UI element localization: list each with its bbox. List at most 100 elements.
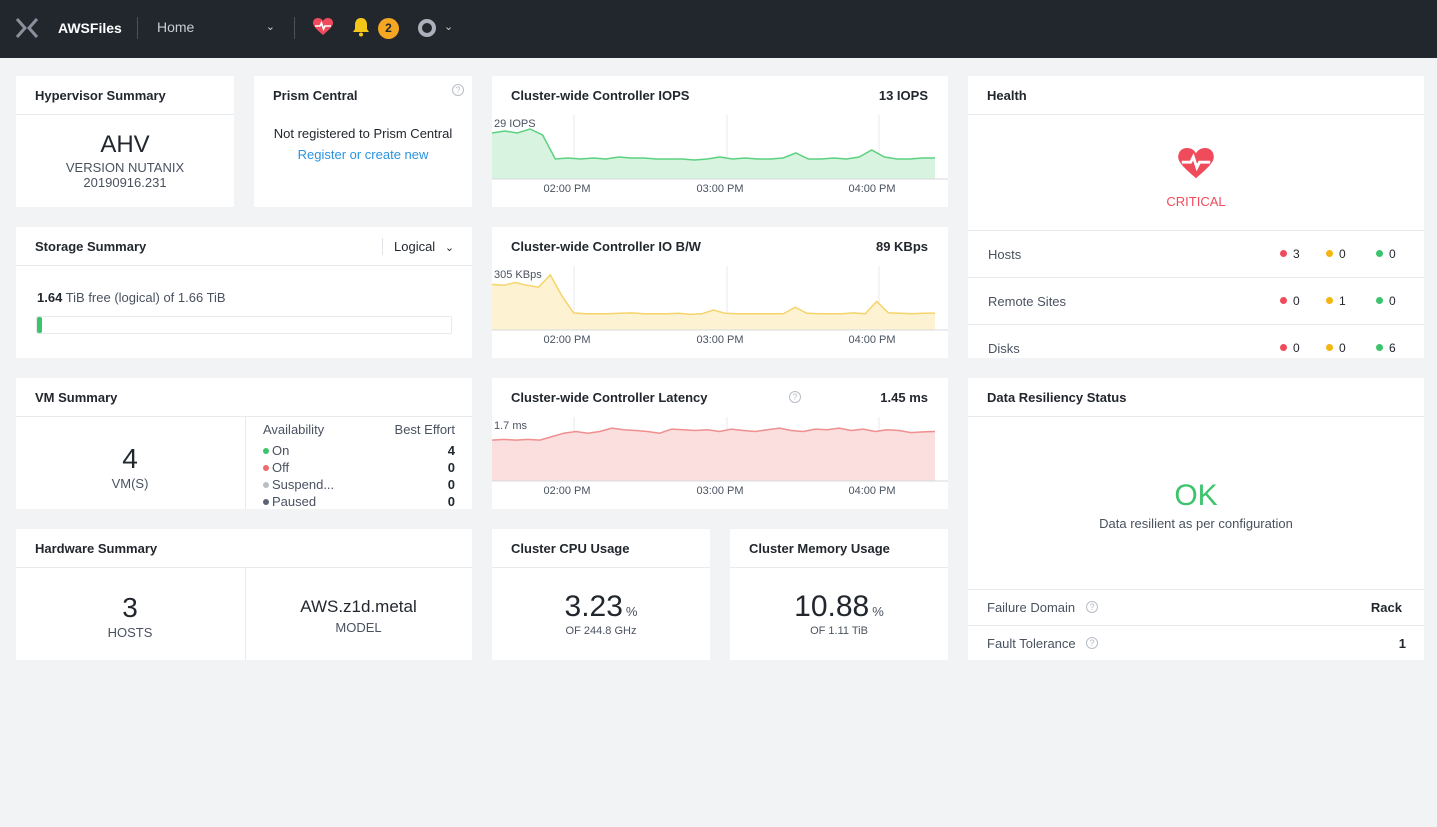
vm-state-row[interactable]: Paused 0 xyxy=(263,494,455,509)
widget-title: Health xyxy=(987,88,1027,103)
chevron-down-icon: ⌄ xyxy=(444,242,455,254)
cpu-value-block: 3.23% OF 244.8 GHz xyxy=(492,590,710,637)
cluster-name[interactable]: AWSFiles xyxy=(58,20,122,36)
register-link[interactable]: Register or create new xyxy=(297,147,429,162)
hypervisor-version: VERSION NUTANIX xyxy=(65,160,185,175)
health-count-red[interactable]: 0 xyxy=(1280,341,1300,355)
bandwidth-chart[interactable]: 305 KBps 02:00 PM 03:00 PM 04:00 PM xyxy=(492,266,948,358)
host-count: 3 xyxy=(122,592,138,623)
health-count-value: 0 xyxy=(1293,341,1300,355)
x-tick-label: 02:00 PM xyxy=(543,334,590,346)
health-heart-icon[interactable] xyxy=(313,18,333,36)
fault-tolerance-label: Fault Tolerance xyxy=(987,636,1076,651)
health-count-yellow[interactable]: 0 xyxy=(1326,247,1346,261)
series-area xyxy=(492,428,935,481)
health-row[interactable]: Hosts 3 0 0 xyxy=(968,230,1424,277)
alerts-bell-icon[interactable] xyxy=(352,17,370,37)
cluster-memory-widget: Cluster Memory Usage 10.88% OF 1.11 TiB xyxy=(730,529,948,660)
divider xyxy=(245,568,246,660)
vm-state-row[interactable]: Off 0 xyxy=(263,460,455,475)
storage-mode-select[interactable]: Logical ⌄ xyxy=(394,239,454,254)
memory-capacity: OF 1.11 TiB xyxy=(810,625,868,637)
x-tick-label: 02:00 PM xyxy=(543,485,590,497)
vm-state-row[interactable]: Suspend... 0 xyxy=(263,477,455,492)
health-count-red[interactable]: 3 xyxy=(1280,247,1300,261)
data-resiliency-widget: Data Resiliency Status OK Data resilient… xyxy=(968,378,1424,660)
main-menu-select[interactable]: Home ⌄ xyxy=(157,19,283,39)
widget-title: Cluster-wide Controller Latency xyxy=(511,390,708,405)
x-tick-label: 03:00 PM xyxy=(696,334,743,346)
help-icon[interactable]: ? xyxy=(789,391,801,403)
vm-state-row[interactable]: On 4 xyxy=(263,443,455,458)
prism-central-widget: Prism Central ? Not registered to Prism … xyxy=(254,76,472,207)
hypervisor-summary-widget: Hypervisor Summary AHV VERSION NUTANIX 2… xyxy=(16,76,234,207)
current-value: 1.45 ms xyxy=(880,390,928,405)
status-dot-icon xyxy=(1280,344,1287,351)
cluster-latency-widget: Cluster-wide Controller Latency ? 1.45 m… xyxy=(492,378,948,509)
alert-count-badge[interactable]: 2 xyxy=(378,18,399,39)
vm-state-label: Off xyxy=(272,460,290,475)
iops-chart[interactable]: 29 IOPS 02:00 PM 03:00 PM 04:00 PM xyxy=(492,115,948,207)
resiliency-status[interactable]: OK xyxy=(1174,479,1218,512)
health-heart-icon[interactable] xyxy=(1178,148,1214,180)
x-tick-label: 04:00 PM xyxy=(848,334,895,346)
widget-title: Cluster-wide Controller IOPS xyxy=(511,88,690,103)
vm-count-block[interactable]: 4 VM(S) xyxy=(16,444,244,492)
latency-chart[interactable]: 1.7 ms 02:00 PM 03:00 PM 04:00 PM xyxy=(492,417,948,509)
failure-domain-label: Failure Domain xyxy=(987,600,1076,615)
health-row[interactable]: Disks 0 0 6 xyxy=(968,324,1424,358)
model-block: AWS.z1d.metal MODEL xyxy=(245,597,472,635)
health-count-red[interactable]: 0 xyxy=(1280,294,1300,308)
health-row-label: Disks xyxy=(988,341,1020,356)
fault-tolerance-row: Fault Tolerance ? 1 xyxy=(968,625,1424,660)
status-dot-icon xyxy=(1280,297,1287,304)
status-dot-icon xyxy=(1376,250,1383,257)
widget-header: Storage Summary Logical ⌄ xyxy=(16,227,472,266)
health-status[interactable]: CRITICAL xyxy=(1166,194,1226,209)
help-icon[interactable]: ? xyxy=(1086,637,1098,649)
widget-header: Cluster Memory Usage xyxy=(730,529,948,568)
health-count-value: 0 xyxy=(1389,294,1396,308)
failure-domain-row: Failure Domain ? Rack xyxy=(968,589,1424,625)
vm-state-value: 0 xyxy=(447,494,455,509)
widget-header: Health xyxy=(968,76,1424,115)
help-icon[interactable]: ? xyxy=(1086,601,1098,613)
y-max-label: 305 KBps xyxy=(494,269,542,281)
current-value: 89 KBps xyxy=(875,239,928,254)
widget-header: Cluster-wide Controller IO B/W 89 KBps xyxy=(492,227,948,266)
fault-tolerance-value: 1 xyxy=(1398,636,1406,651)
health-row[interactable]: Remote Sites 0 1 0 xyxy=(968,277,1424,324)
memory-usage-unit: % xyxy=(872,604,884,619)
help-icon[interactable]: ? xyxy=(452,84,464,96)
widget-title: Cluster Memory Usage xyxy=(749,541,890,556)
health-count-yellow[interactable]: 1 xyxy=(1326,294,1346,308)
storage-summary-widget: Storage Summary Logical ⌄ 1.64 TiB free … xyxy=(16,227,472,358)
widget-header: Data Resiliency Status xyxy=(968,378,1424,417)
series-line xyxy=(492,128,935,161)
user-menu-icon[interactable] xyxy=(418,19,436,37)
health-count-green[interactable]: 0 xyxy=(1376,294,1396,308)
widget-title: Cluster CPU Usage xyxy=(511,541,630,556)
chevron-down-icon[interactable]: ⌄ xyxy=(444,21,454,33)
health-count-green[interactable]: 0 xyxy=(1376,247,1396,261)
widget-header: Cluster CPU Usage xyxy=(492,529,710,568)
col-best-effort: Best Effort xyxy=(394,422,455,437)
widget-header: Hypervisor Summary xyxy=(16,76,234,115)
widget-header: Cluster-wide Controller IOPS 13 IOPS xyxy=(492,76,948,115)
vm-table-header: Availability Best Effort xyxy=(263,422,455,437)
health-count-green[interactable]: 6 xyxy=(1376,341,1396,355)
hosts-block[interactable]: 3 HOSTS xyxy=(16,592,244,641)
resiliency-description: Data resilient as per configuration xyxy=(1099,516,1293,531)
status-dot-icon xyxy=(1376,297,1383,304)
status-dot-icon xyxy=(1326,297,1333,304)
health-count-yellow[interactable]: 0 xyxy=(1326,341,1346,355)
widget-title: Cluster-wide Controller IO B/W xyxy=(511,239,701,254)
nutanix-logo-icon[interactable] xyxy=(15,17,39,39)
vm-state-label: On xyxy=(272,443,290,458)
health-count-value: 0 xyxy=(1339,247,1346,261)
health-count-value: 0 xyxy=(1389,247,1396,261)
status-dot-icon xyxy=(1326,344,1333,351)
failure-domain-value: Rack xyxy=(1370,600,1402,615)
status-dot-icon xyxy=(1280,250,1287,257)
widget-header: Prism Central ? xyxy=(254,76,472,115)
